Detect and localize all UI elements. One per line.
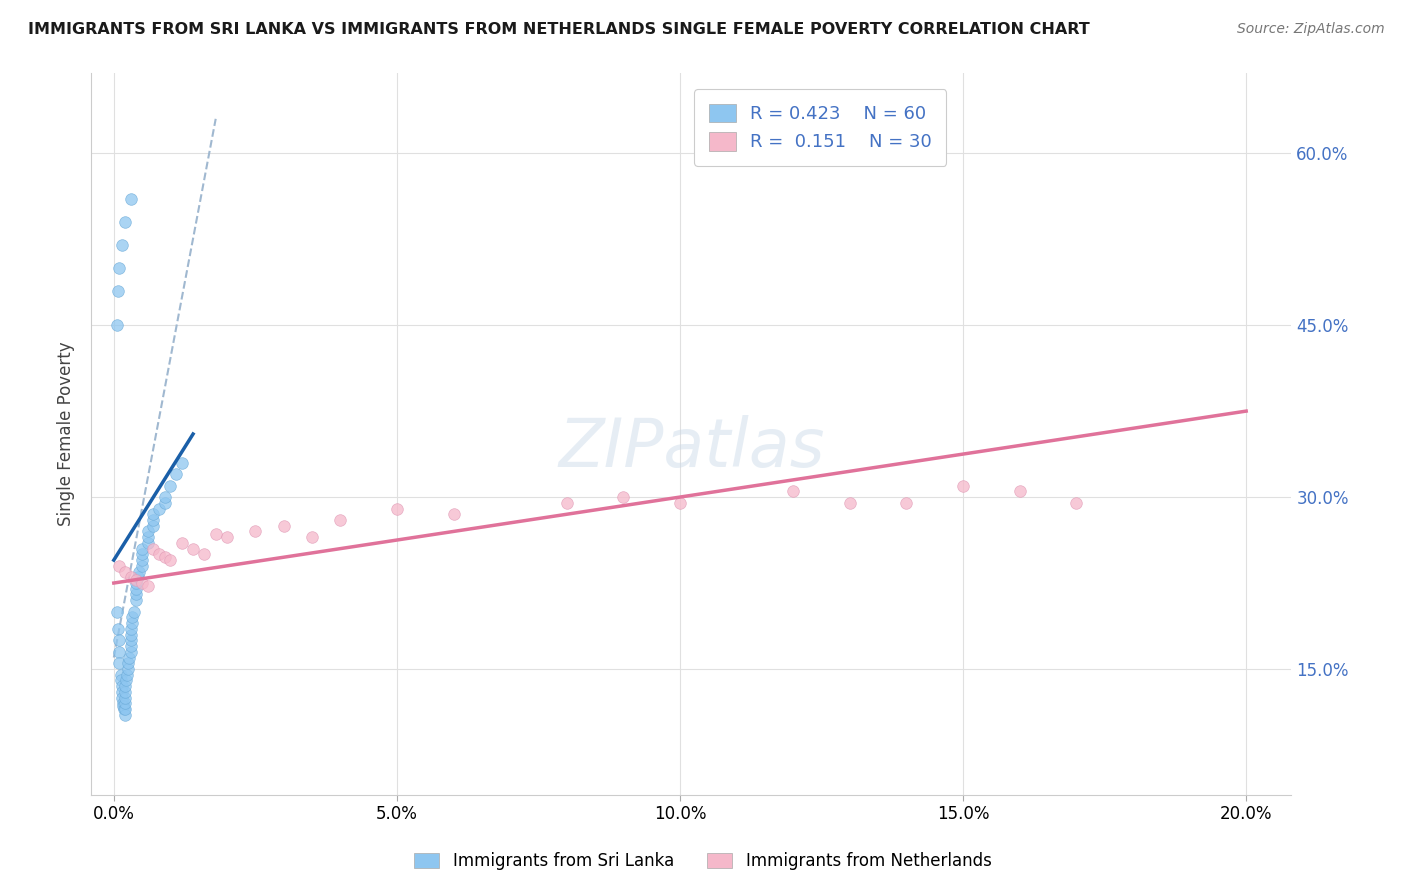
Point (114, 565, 136, 579)
Point (148, 501, 170, 516)
Point (115, 667, 138, 681)
Point (114, 707, 136, 722)
Point (612, 490, 634, 504)
Point (122, 605, 145, 619)
Point (329, 513, 352, 527)
Legend: R = 0.423    N = 60, R =  0.151    N = 30: R = 0.423 N = 60, R = 0.151 N = 30 (695, 89, 946, 166)
Point (443, 508, 465, 522)
Point (114, 697, 136, 711)
Point (111, 690, 134, 705)
Point (120, 570, 142, 584)
Point (125, 573, 148, 587)
Point (142, 508, 165, 522)
Point (838, 496, 860, 510)
Point (107, 284, 129, 298)
Point (120, 633, 142, 648)
Point (120, 192, 142, 206)
Point (301, 530, 323, 544)
Point (136, 524, 159, 539)
Point (108, 260, 131, 275)
Point (204, 526, 226, 541)
Point (153, 490, 176, 504)
Point (107, 622, 129, 636)
Point (117, 662, 139, 676)
Point (105, 318, 128, 333)
Point (555, 496, 578, 510)
Point (110, 667, 132, 681)
Point (120, 622, 142, 636)
Point (142, 541, 165, 556)
Point (121, 610, 143, 624)
Point (108, 633, 131, 648)
Point (117, 657, 139, 671)
Point (112, 698, 135, 713)
Point (110, 673, 132, 688)
Point (114, 690, 136, 705)
Point (114, 702, 136, 716)
Point (1066, 496, 1088, 510)
Point (669, 496, 692, 510)
Point (125, 582, 148, 596)
Point (136, 530, 159, 544)
Point (111, 679, 134, 693)
Point (170, 456, 193, 470)
Point (120, 639, 142, 653)
Point (1008, 484, 1031, 499)
Point (142, 518, 165, 533)
Point (131, 558, 153, 573)
Y-axis label: Single Female Poverty: Single Female Poverty (58, 342, 75, 526)
Point (111, 685, 134, 699)
Point (125, 593, 148, 607)
Point (114, 685, 136, 699)
Point (159, 553, 181, 567)
Point (181, 541, 204, 556)
Point (125, 576, 148, 591)
Point (118, 650, 141, 665)
Point (108, 657, 131, 671)
Point (131, 547, 153, 561)
Point (136, 579, 159, 593)
Point (782, 484, 804, 499)
Text: IMMIGRANTS FROM SRI LANKA VS IMMIGRANTS FROM NETHERLANDS SINGLE FEMALE POVERTY C: IMMIGRANTS FROM SRI LANKA VS IMMIGRANTS … (28, 22, 1090, 37)
Point (121, 616, 143, 631)
Point (131, 576, 153, 591)
Point (131, 553, 153, 567)
Point (108, 558, 131, 573)
Point (115, 673, 138, 688)
Point (112, 702, 135, 716)
Point (273, 518, 295, 533)
Point (153, 549, 176, 564)
Point (114, 215, 136, 229)
Point (193, 547, 215, 561)
Point (142, 513, 165, 527)
Point (385, 501, 408, 516)
Text: ZIPatlas: ZIPatlas (558, 416, 824, 482)
Point (114, 679, 136, 693)
Point (111, 238, 134, 252)
Point (245, 524, 267, 539)
Point (170, 536, 193, 550)
Point (952, 478, 974, 492)
Point (105, 605, 128, 619)
Point (127, 570, 149, 584)
Point (896, 496, 918, 510)
Point (108, 645, 131, 659)
Point (159, 478, 181, 492)
Point (148, 547, 170, 561)
Point (153, 496, 176, 510)
Point (120, 645, 142, 659)
Point (128, 565, 150, 579)
Point (131, 541, 153, 556)
Point (111, 697, 134, 711)
Point (165, 467, 187, 482)
Legend: Immigrants from Sri Lanka, Immigrants from Netherlands: Immigrants from Sri Lanka, Immigrants fr… (408, 846, 998, 877)
Point (120, 627, 142, 641)
Text: Source: ZipAtlas.com: Source: ZipAtlas.com (1237, 22, 1385, 37)
Point (136, 536, 159, 550)
Point (215, 530, 238, 544)
Point (125, 587, 148, 601)
